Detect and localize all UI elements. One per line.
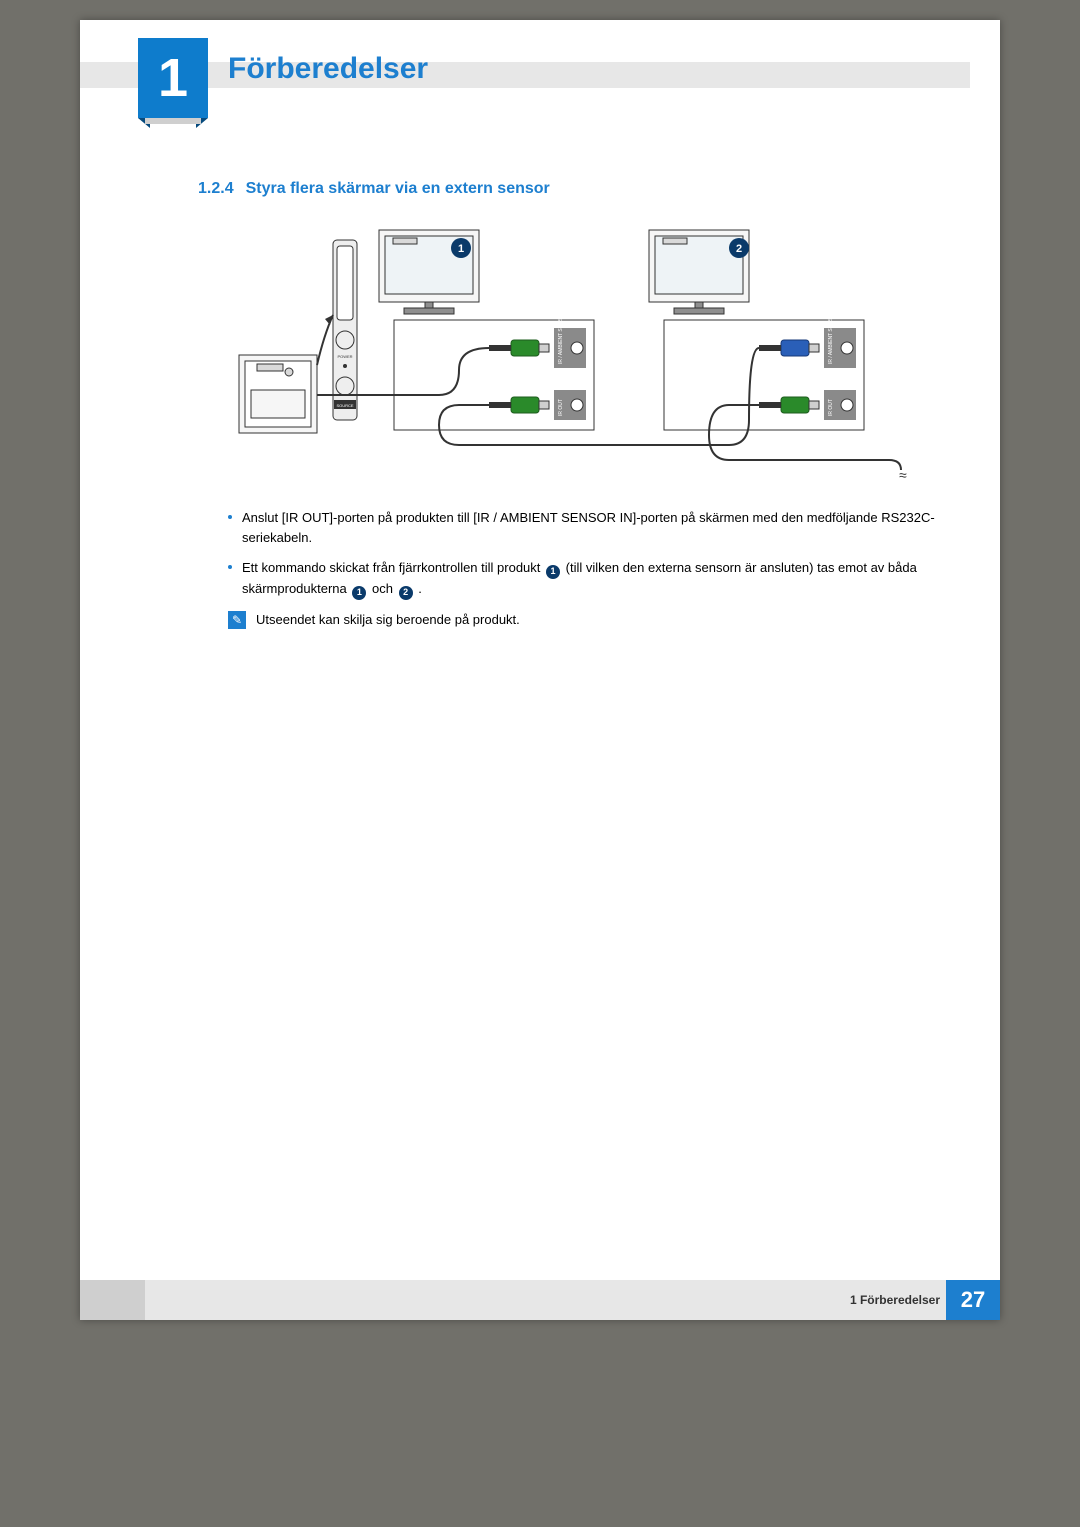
header-stripe [80, 62, 970, 88]
note-icon: ✎ [228, 611, 246, 629]
badge-2: 2 [729, 238, 749, 258]
sensor-in-label-2: IR / AMBIENT SENSOR IN [828, 304, 834, 364]
content: 1.2.4 Styra flera skärmar via en extern … [80, 120, 1000, 630]
inline-badge-1: 1 [546, 565, 560, 579]
inline-badge-2: 2 [399, 586, 413, 600]
bullet-text: . [418, 581, 422, 596]
remote-source-label: SOURCE [336, 403, 353, 408]
bullet-item: Anslut [IR OUT]-porten på produkten till… [228, 508, 940, 548]
section-number: 1.2.4 [198, 180, 234, 198]
bullet-list: Anslut [IR OUT]-porten på produkten till… [198, 508, 940, 600]
sensor-in-label-1: IR / AMBIENT SENSOR IN [558, 304, 564, 364]
inline-badge-1b: 1 [352, 586, 366, 600]
chapter-number-box: 1 [138, 38, 208, 118]
svg-text:1: 1 [458, 243, 464, 255]
note-text: Utseendet kan skilja sig beroende på pro… [256, 610, 520, 630]
footer: 1 Förberedelser 27 [80, 1280, 1000, 1320]
badge-1: 1 [451, 238, 471, 258]
footer-label: 1 Förberedelser [145, 1280, 946, 1320]
page-number: 27 [946, 1280, 1000, 1320]
ellipsis-wave: ≈ [899, 467, 907, 483]
chapter-shelf [145, 118, 201, 124]
note: ✎ Utseendet kan skilja sig beroende på p… [198, 610, 940, 630]
connection-diagram: POWER SOURCE [198, 220, 940, 490]
external-sensor [239, 355, 317, 433]
page: 1 Förberedelser 1.2.4 Styra flera skärma… [80, 20, 1000, 1320]
chapter-title: Förberedelser [228, 52, 428, 86]
rear-panel-2: IR / AMBIENT SENSOR IN IR OUT [664, 304, 864, 430]
svg-text:2: 2 [736, 243, 742, 255]
footer-accent [80, 1280, 145, 1320]
remote-power-label: POWER [337, 354, 352, 359]
remote-control: POWER SOURCE [333, 240, 357, 420]
chapter-header: 1 Förberedelser [80, 30, 1000, 120]
bullet-text: Ett kommando skickat från fjärrkontrolle… [242, 560, 544, 575]
chapter-number: 1 [158, 47, 188, 109]
rear-panel-1: IR / AMBIENT SENSOR IN IR OUT [394, 304, 594, 430]
bullet-text: och [372, 581, 397, 596]
ir-out-label-1: IR OUT [558, 399, 564, 416]
bullet-item: Ett kommando skickat från fjärrkontrolle… [228, 558, 940, 600]
ir-out-label-2: IR OUT [828, 399, 834, 416]
section-heading: 1.2.4 Styra flera skärmar via en extern … [198, 180, 940, 198]
section-title: Styra flera skärmar via en extern sensor [246, 180, 550, 198]
